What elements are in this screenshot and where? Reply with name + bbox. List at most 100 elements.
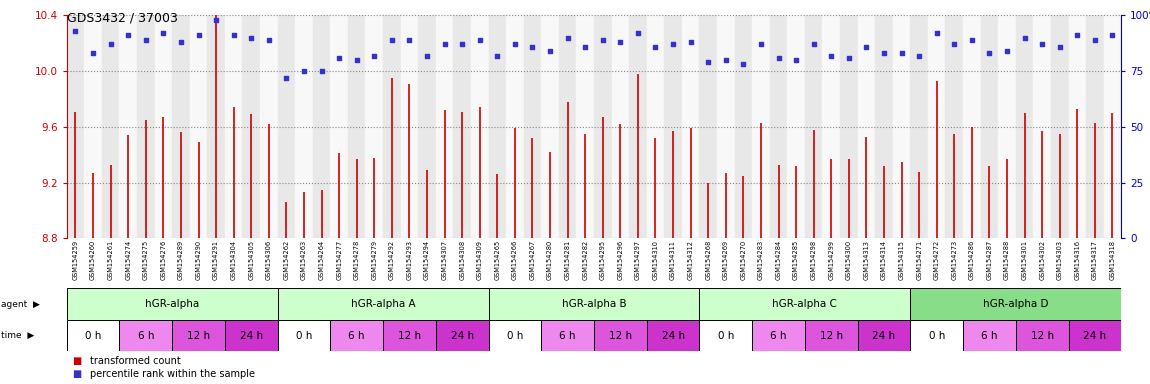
Bar <box>892 15 911 238</box>
Bar <box>576 15 593 238</box>
Point <box>682 39 700 45</box>
Bar <box>489 320 542 351</box>
Bar <box>646 15 665 238</box>
Text: 24 h: 24 h <box>451 331 474 341</box>
Point <box>559 35 577 41</box>
Text: 0 h: 0 h <box>296 331 312 341</box>
Text: hGR-alpha D: hGR-alpha D <box>983 299 1049 309</box>
Text: 12 h: 12 h <box>187 331 210 341</box>
Point <box>1051 43 1070 50</box>
Text: 24 h: 24 h <box>239 331 263 341</box>
Point <box>313 68 331 74</box>
Point <box>190 32 208 38</box>
Bar <box>1015 320 1068 351</box>
Point <box>347 57 366 63</box>
Point <box>699 59 718 65</box>
Point <box>593 37 612 43</box>
Point <box>470 37 489 43</box>
Point <box>383 37 401 43</box>
Bar <box>277 288 489 320</box>
Text: percentile rank within the sample: percentile rank within the sample <box>90 369 254 379</box>
Bar <box>911 320 963 351</box>
Point <box>365 53 383 59</box>
Point <box>523 43 542 50</box>
Point <box>980 50 998 56</box>
Bar <box>682 15 699 238</box>
Bar <box>67 320 120 351</box>
Bar <box>154 15 172 238</box>
Point <box>1033 41 1051 48</box>
Text: 24 h: 24 h <box>1083 331 1106 341</box>
Bar <box>805 320 858 351</box>
Point <box>840 55 858 61</box>
Bar <box>665 15 682 238</box>
Point <box>84 50 102 56</box>
Bar <box>1104 15 1121 238</box>
Bar <box>383 15 400 238</box>
Point <box>242 35 260 41</box>
Text: hGR-alpha B: hGR-alpha B <box>561 299 627 309</box>
Bar <box>84 15 102 238</box>
Bar <box>963 320 1015 351</box>
Bar <box>506 15 523 238</box>
Point <box>787 57 805 63</box>
Bar <box>911 15 928 238</box>
Point <box>294 68 313 74</box>
Bar <box>419 15 436 238</box>
Point <box>540 48 559 54</box>
Text: 6 h: 6 h <box>770 331 787 341</box>
Text: 12 h: 12 h <box>608 331 631 341</box>
Point <box>875 50 894 56</box>
Bar <box>595 320 646 351</box>
Text: 12 h: 12 h <box>820 331 843 341</box>
Point <box>769 55 788 61</box>
Text: GDS3432 / 37003: GDS3432 / 37003 <box>67 12 177 25</box>
Text: ■: ■ <box>72 369 82 379</box>
Bar <box>207 15 225 238</box>
Bar <box>383 320 436 351</box>
Bar <box>840 15 858 238</box>
Text: 6 h: 6 h <box>348 331 365 341</box>
Bar <box>400 15 419 238</box>
Point <box>1015 35 1034 41</box>
Text: agent  ▶: agent ▶ <box>1 300 40 309</box>
Bar <box>330 15 348 238</box>
Bar <box>137 15 154 238</box>
Bar <box>699 288 911 320</box>
Bar <box>348 15 366 238</box>
Text: 24 h: 24 h <box>873 331 896 341</box>
Point <box>506 41 524 48</box>
Point <box>453 41 472 48</box>
Text: 0 h: 0 h <box>928 331 945 341</box>
Point <box>330 55 348 61</box>
Bar <box>911 288 1121 320</box>
Bar <box>67 15 84 238</box>
Point <box>171 39 190 45</box>
Point <box>154 30 172 36</box>
Bar <box>1015 15 1034 238</box>
Point <box>207 17 225 23</box>
Point <box>734 61 752 68</box>
Bar <box>858 15 875 238</box>
Point <box>805 41 823 48</box>
Bar <box>296 15 313 238</box>
Bar <box>472 15 489 238</box>
Text: 0 h: 0 h <box>85 331 101 341</box>
Bar <box>788 15 805 238</box>
Point <box>998 48 1017 54</box>
Bar <box>225 15 243 238</box>
Bar <box>243 15 260 238</box>
Text: 6 h: 6 h <box>559 331 576 341</box>
Bar <box>963 15 981 238</box>
Point <box>1086 37 1104 43</box>
Point <box>277 75 296 81</box>
Bar <box>612 15 629 238</box>
Point <box>1103 32 1121 38</box>
Bar <box>260 15 277 238</box>
Bar <box>998 15 1015 238</box>
Point <box>892 50 911 56</box>
Bar <box>313 15 330 238</box>
Text: 24 h: 24 h <box>661 331 684 341</box>
Point <box>400 37 419 43</box>
Point <box>576 43 595 50</box>
